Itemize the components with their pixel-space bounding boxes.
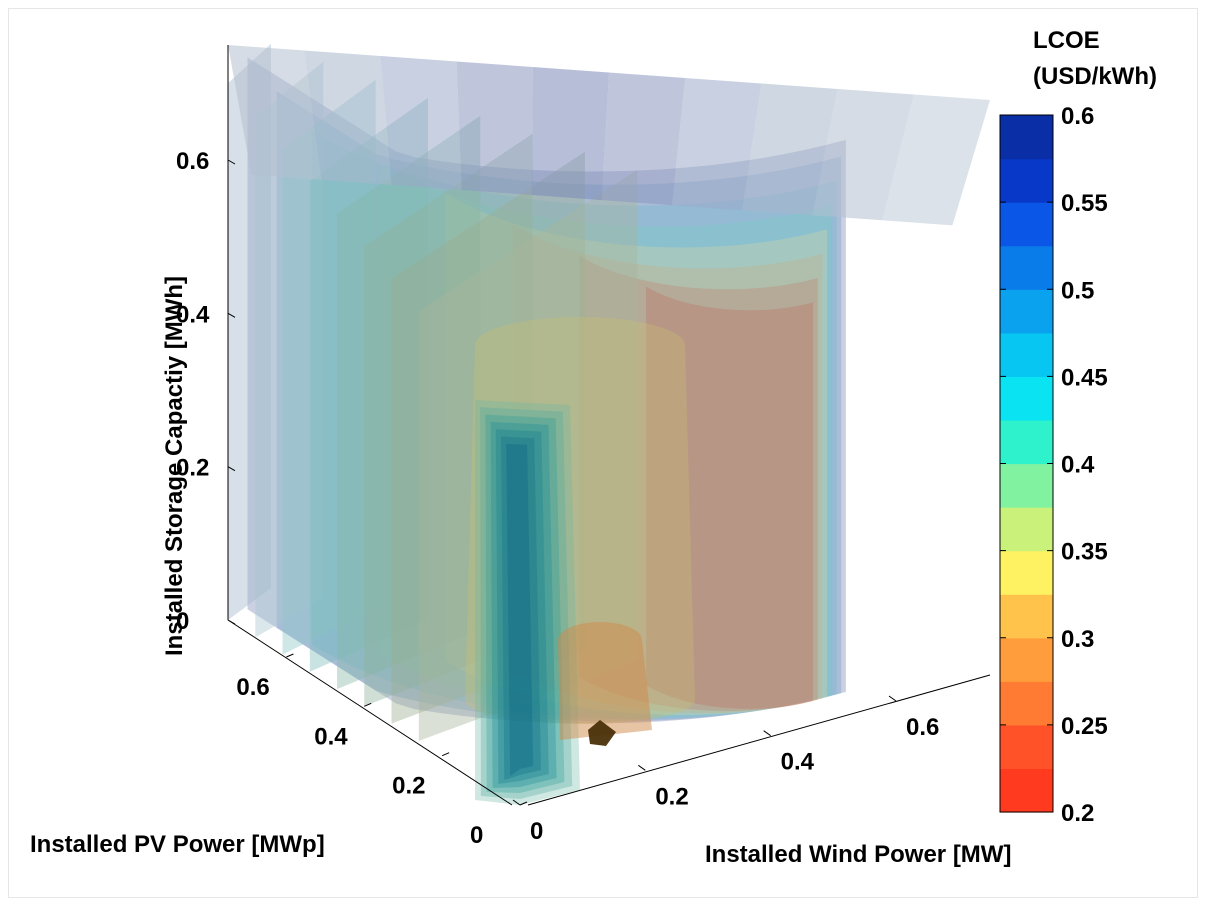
- colorbar-title-line2: (USD/kWh): [1033, 63, 1157, 90]
- isosurface-valley: [485, 414, 565, 793]
- colorbar-segment: [1000, 637, 1053, 682]
- z-tick-label: 0.6: [176, 148, 209, 175]
- axes-group: 0 0.2 0.4 0.6 0 0.2 0.4 0.6 0 0.2 0.4 0.6: [176, 45, 991, 849]
- z-tick: [227, 312, 236, 318]
- isosurface-wedge: [380, 56, 462, 190]
- y-tick: [364, 702, 372, 707]
- colorbar-segment: [1000, 332, 1053, 377]
- colorbar-segment: [1000, 768, 1053, 813]
- colorbar-tick-label: 0.3: [1061, 626, 1094, 653]
- y-axis-label: Installed PV Power [MWp]: [30, 831, 325, 858]
- isosurface-valley: [501, 436, 541, 780]
- colorbar-segment: [1000, 289, 1053, 334]
- x-tick: [638, 764, 646, 771]
- isosurface-wedge: [812, 89, 914, 221]
- isosurface-shell: [312, 130, 837, 720]
- colorbar-segment: [1000, 158, 1053, 203]
- colorbar-segment: [1000, 724, 1053, 770]
- z-tick-label: 0.4: [176, 301, 210, 328]
- colorbar-tick-label: 0.25: [1061, 713, 1108, 740]
- isosurface-shell: [276, 91, 842, 722]
- colorbar-tick-label: 0.45: [1061, 364, 1108, 391]
- colorbar-segment: [1000, 419, 1053, 465]
- isosurface-shell: [579, 255, 818, 712]
- y-tick: [519, 801, 528, 806]
- y-tick-label: 0.4: [314, 723, 348, 750]
- x-axis-label: Installed Wind Power [MW]: [705, 841, 1011, 868]
- isosurface-sheet: [337, 115, 481, 690]
- colorbar-tick-label: 0.35: [1061, 539, 1108, 566]
- colorbar-segment: [1000, 681, 1053, 726]
- isosurface-bulb: [558, 622, 652, 740]
- z-tick: [227, 159, 236, 165]
- isosurface-sheet: [228, 43, 271, 620]
- isosurface-sheet: [391, 151, 585, 724]
- isosurface-wedge: [601, 72, 686, 206]
- x-tick: [888, 695, 897, 702]
- isosurface-valley: [475, 400, 580, 805]
- isosurface-sheet: [309, 97, 428, 672]
- z-axis-label: Installed Storage Capactiy [MWh]: [161, 276, 188, 656]
- y-axis-line: [227, 619, 513, 806]
- isosurface-sheet: [282, 79, 376, 655]
- colorbar-segment: [1000, 550, 1053, 595]
- isosurface-wedge: [882, 94, 990, 226]
- colorbar-segment: [1000, 202, 1053, 247]
- y-tick-label: 0.6: [236, 674, 269, 701]
- isosurface-wedge: [304, 50, 392, 185]
- colorbar-segment: [1000, 507, 1053, 552]
- isosurface-shell: [378, 162, 832, 718]
- isosurface-valley: [495, 429, 549, 784]
- colorbar-tick-label: 0.55: [1061, 190, 1108, 217]
- isosurface-shell: [646, 286, 813, 709]
- colorbar-segment: [1000, 376, 1053, 421]
- colorbar-segment: [1000, 115, 1053, 160]
- isosurface-wedge: [742, 83, 838, 216]
- colorbar: 0.2 0.25 0.3 0.35 0.4 0.45 0.5 0.55 0.6: [999, 103, 1108, 827]
- isosurface-wedge: [456, 61, 533, 195]
- y-tick-label: 0.2: [392, 773, 425, 800]
- colorbar-tick-label: 0.2: [1061, 800, 1094, 827]
- y-tick-label: 0: [470, 822, 483, 849]
- y-tick: [441, 752, 450, 757]
- x-tick-label: 0.6: [906, 714, 939, 741]
- figure-frame: [8, 8, 1198, 898]
- z-tick-label: 0: [176, 608, 189, 635]
- isosurface-layers: [228, 43, 990, 805]
- x-tick: [763, 730, 771, 737]
- z-tick: [227, 619, 236, 625]
- x-tick: [512, 799, 521, 806]
- y-tick: [286, 653, 294, 658]
- isosurface-valley: [490, 421, 557, 788]
- isosurface-shell: [512, 224, 823, 713]
- isosurface-shell: [445, 193, 828, 716]
- colorbar-segment: [1000, 463, 1053, 508]
- colorbar-segment: [1000, 245, 1053, 290]
- z-tick: [227, 466, 236, 472]
- colorbar-tick-label: 0.4: [1061, 452, 1095, 479]
- isosurface-wedge: [228, 45, 322, 180]
- colorbar-segment: [1000, 594, 1053, 639]
- colorbar-tick-label: 0.6: [1061, 103, 1094, 130]
- isosurface-sheet: [418, 169, 638, 741]
- isosurface-wedge: [531, 67, 609, 201]
- isosurface-shell: [247, 57, 846, 724]
- z-tick-label: 0.2: [176, 455, 209, 482]
- isosurface-sheet: [364, 133, 533, 707]
- colorbar-title-line1: LCOE: [1033, 27, 1100, 54]
- isosurface-valley: [480, 407, 573, 799]
- isosurface-dome: [465, 317, 695, 724]
- x-tick-label: 0.2: [655, 783, 688, 810]
- x-axis-line: [527, 674, 991, 806]
- lcoe-minimum-marker: [588, 720, 616, 746]
- isosurface-valley: [506, 443, 534, 776]
- isosurface-sheet: [255, 61, 324, 638]
- colorbar-tick-label: 0.5: [1061, 277, 1094, 304]
- x-tick-label: 0.4: [781, 749, 815, 776]
- isosurface-wedge: [672, 78, 762, 211]
- x-tick-label: 0: [530, 818, 543, 845]
